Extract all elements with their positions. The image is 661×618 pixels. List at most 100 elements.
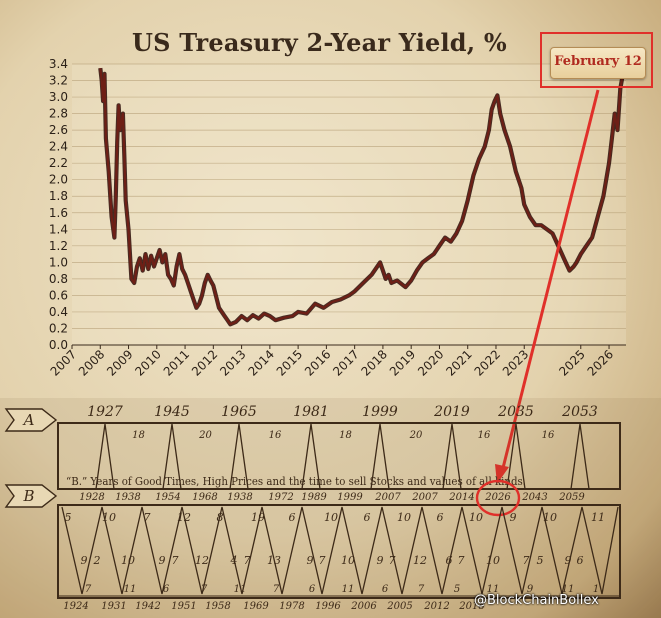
row-c-middle-number: 7 <box>319 554 326 567</box>
row-a-interval: 18 <box>339 430 352 441</box>
row-b-year: 2014 <box>448 492 474 503</box>
y-tick-label: 2.4 <box>49 140 68 154</box>
row-c-year: 1931 <box>101 601 126 612</box>
y-tick-label: 3.2 <box>49 74 68 88</box>
row-a-year: 2053 <box>561 404 598 420</box>
row-c-top-number: 10 <box>324 511 338 524</box>
row-b-caption: “B.” Years of Good Times, High Prices an… <box>66 474 526 488</box>
row-c-middle-number: 9 <box>307 554 314 567</box>
row-c-bottom-number: 11 <box>342 584 355 595</box>
row-a-interval: 16 <box>269 430 282 441</box>
row-c-top-number: 6 <box>364 511 371 524</box>
row-c-top-number: 10 <box>543 511 557 524</box>
y-tick-label: 1.4 <box>49 222 68 236</box>
x-tick-label: 2012 <box>189 347 220 378</box>
row-c-top-number: 10 <box>102 511 116 524</box>
row-c-bottom-number: 6 <box>382 584 389 595</box>
row-c-middle-number: 9 <box>81 554 88 567</box>
row-b-year: 1928 <box>79 492 104 503</box>
x-tick-label: 2021 <box>443 347 474 378</box>
row-b-label: B <box>4 484 58 508</box>
row-c-middle-number: 4 <box>230 554 238 567</box>
x-tick-label: 2025 <box>556 347 587 378</box>
highlight-circle <box>475 479 521 517</box>
row-a-interval: 16 <box>478 430 491 441</box>
row-c-bottom-number: 7 <box>201 584 208 595</box>
row-c-middle-number: 7 <box>244 554 251 567</box>
row-c-zigzag <box>61 506 619 595</box>
y-tick-label: 0.8 <box>49 272 68 286</box>
x-tick-label: 2022 <box>472 347 503 378</box>
row-c-top-number: 5 <box>65 511 72 524</box>
row-c-year: 1924 <box>63 601 88 612</box>
row-c-bottom-number: 6 <box>163 584 170 595</box>
row-b-year: 2007 <box>411 492 438 503</box>
arrow-head <box>495 464 509 484</box>
row-b-year: 1972 <box>268 492 293 503</box>
row-c-bottom-number: 7 <box>273 584 280 595</box>
y-tick-label: 0.0 <box>49 338 68 352</box>
x-tick-label: 2019 <box>387 347 418 378</box>
row-c-top-number: 6 <box>289 511 296 524</box>
row-b-year: 1938 <box>227 492 252 503</box>
x-tick-label: 2010 <box>132 347 163 378</box>
row-c-bottom-number: 6 <box>309 584 316 595</box>
row-a-peak <box>570 423 590 490</box>
row-b-year: 1968 <box>192 492 217 503</box>
row-a-peak <box>162 423 182 490</box>
x-tick-label: 2026 <box>585 347 616 378</box>
series-line <box>99 67 625 326</box>
y-tick-label: 2.6 <box>49 123 68 137</box>
y-tick-label: 2.0 <box>49 173 68 187</box>
row-c-year: 1969 <box>243 601 269 612</box>
row-a-peak <box>229 423 249 490</box>
row-a-interval: 20 <box>409 430 423 441</box>
y-tick-label: 0.4 <box>49 305 68 319</box>
y-tick-label: 1.6 <box>49 206 68 220</box>
y-tick-label: 3.0 <box>49 90 68 104</box>
row-c-year: 1951 <box>171 601 196 612</box>
row-b-year: 1954 <box>155 492 180 503</box>
annotation-arrow <box>495 89 600 484</box>
row-a-year: 2019 <box>433 404 470 420</box>
row-c-top-number: 9 <box>510 511 517 524</box>
plot-area: 0.0 0.2 0.4 0.6 0.8 1.0 1.2 1.4 1.6 1.8 2.0 2.2 2.4 2… <box>48 57 626 379</box>
row-c-middle-number: 6 <box>446 554 453 567</box>
row-c-top-number: 10 <box>397 511 411 524</box>
row-c-middle-number: 9 <box>377 554 384 567</box>
row-c-top-number: 8 <box>217 511 224 524</box>
y-tick-label: 2.2 <box>49 156 68 170</box>
row-c-bottom-number: 11 <box>124 584 137 595</box>
row-c-middle-number: 2 <box>93 554 101 567</box>
row-c-year: 1958 <box>205 601 230 612</box>
date-scroll-banner: February 12 <box>550 47 646 79</box>
row-c-frame <box>57 504 621 599</box>
y-tick-label: 0.2 <box>49 321 68 335</box>
row-c-top-number: 6 <box>437 511 444 524</box>
row-b-year: 2026 <box>484 492 511 503</box>
row-a-year: 1999 <box>362 404 398 420</box>
y-tick-label: 2.8 <box>49 107 68 121</box>
date-callout-box <box>540 32 653 88</box>
row-c-middle-number: 7 <box>523 554 530 567</box>
row-c-bottom-number: 9 <box>527 584 534 595</box>
watermark: @BlockChainBollex <box>474 593 599 608</box>
row-c-bottom-number: 7 <box>85 584 92 595</box>
row-b-year: 1989 <box>301 492 327 503</box>
row-c-middle-number: 7 <box>172 554 179 567</box>
row-a-peak <box>370 423 390 490</box>
row-c-top-number: 19 <box>251 511 265 524</box>
x-tick-label: 2016 <box>302 347 333 378</box>
row-a-peak <box>442 423 462 490</box>
row-c-bottom-number: 11 <box>234 584 247 595</box>
row-a-frame <box>57 422 621 490</box>
row-a-label: A <box>4 408 58 432</box>
date-annotation: February 12 <box>554 54 642 69</box>
row-a-year: 1965 <box>221 404 257 420</box>
row-c-middle-number: 5 <box>537 554 544 567</box>
x-tick-label: 2013 <box>217 347 248 378</box>
row-c-bottom-number: 1 <box>593 584 599 595</box>
